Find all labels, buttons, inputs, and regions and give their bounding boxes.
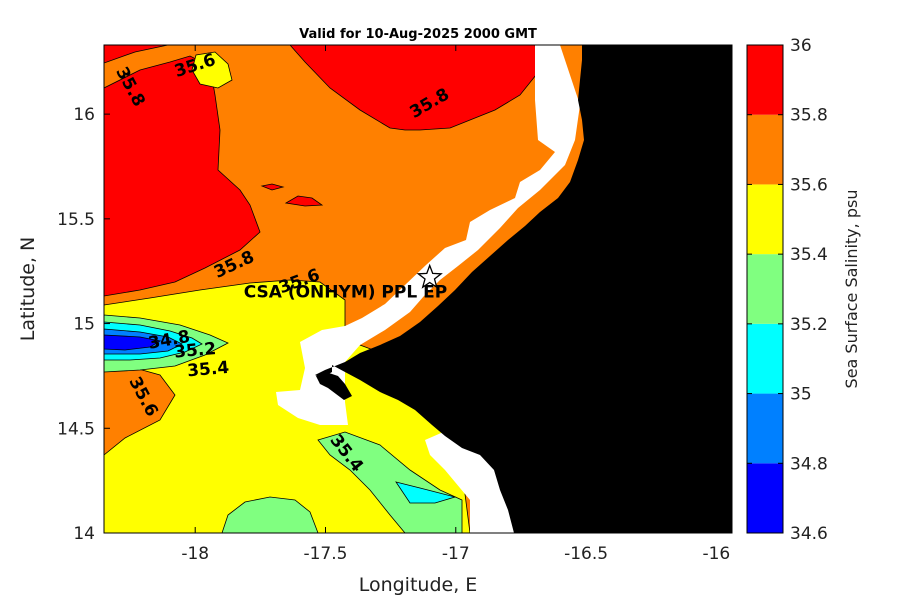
coastal-no-data-mask	[276, 45, 580, 533]
colorbar-swatch	[747, 463, 783, 533]
y-tick-label: 14	[73, 524, 95, 544]
y-axis-label: Latitude, N	[17, 237, 39, 342]
colorbar-swatch	[747, 184, 783, 255]
colorbar-swatch	[747, 45, 783, 115]
station-star-marker	[416, 263, 443, 289]
salinity-band-35-4-35-6-north	[191, 51, 233, 89]
salinity-band-35-8-36-patch	[284, 195, 324, 207]
colorbar-tick-label: 35.4	[790, 245, 828, 265]
x-tick-label: -16	[702, 544, 730, 564]
colorbar: 34.6 34.8 35 35.2 35.4 35.6 35.8 36	[746, 36, 828, 544]
salinity-band-35-0-35-2-coast	[395, 481, 457, 504]
colorbar-swatch	[747, 254, 783, 324]
y-tick-label: 15	[73, 315, 95, 335]
y-tick-label: 16	[73, 105, 95, 125]
x-tick-label: -16.5	[564, 544, 608, 564]
colorbar-label: Sea Surface Salinity, psu	[842, 190, 861, 389]
y-tick-label: 14.5	[57, 419, 95, 439]
colorbar-tick-label: 35.8	[790, 106, 828, 126]
salinity-band-35-2-35-4-coast	[317, 431, 463, 533]
salinity-band-35-8-36-west	[104, 45, 261, 297]
x-tick-label: -18	[181, 544, 209, 564]
x-tick-label: -17.5	[303, 544, 347, 564]
map-area: 35.635.8 35.835.8 35.634.835.235.435.635.4…	[104, 45, 732, 533]
chart-title: Valid for 10-Aug-2025 2000 GMT	[299, 27, 537, 42]
colorbar-tick-label: 35.2	[790, 315, 828, 335]
colorbar-tick-label: 35	[790, 385, 812, 405]
cap-vert-peninsula	[316, 372, 352, 400]
x-axis-label: Longitude, E	[359, 574, 478, 596]
colorbar-tick-label: 35.6	[790, 175, 828, 195]
colorbar-tick-label: 36	[790, 36, 812, 56]
colorbar-swatch	[747, 114, 783, 185]
contour-label: 35.4	[186, 358, 230, 382]
y-axis-ticks: 14 14.5 15 15.5 16	[57, 105, 732, 544]
axes-frame	[103, 44, 733, 534]
y-tick-label: 15.5	[57, 210, 95, 230]
colorbar-frame	[746, 44, 784, 534]
x-tick-label: -17	[442, 544, 470, 564]
salinity-band-35-2-35-4-south	[221, 496, 319, 533]
colorbar-tick-label: 34.6	[790, 524, 828, 544]
x-axis-ticks: -18 -17.5 -17 -16.5 -16	[181, 45, 730, 564]
land-mass	[315, 45, 732, 533]
colorbar-tick-label: 34.8	[790, 454, 828, 474]
salinity-band-34-6-34-8	[104, 334, 162, 351]
colorbar-swatch	[747, 323, 783, 394]
contour-label: 35.2	[173, 339, 217, 363]
salinity-band-35-8-36-patch	[260, 183, 285, 191]
colorbar-swatch	[747, 393, 783, 464]
station-label: CSA (ONHYM) PPL EP	[244, 282, 447, 302]
